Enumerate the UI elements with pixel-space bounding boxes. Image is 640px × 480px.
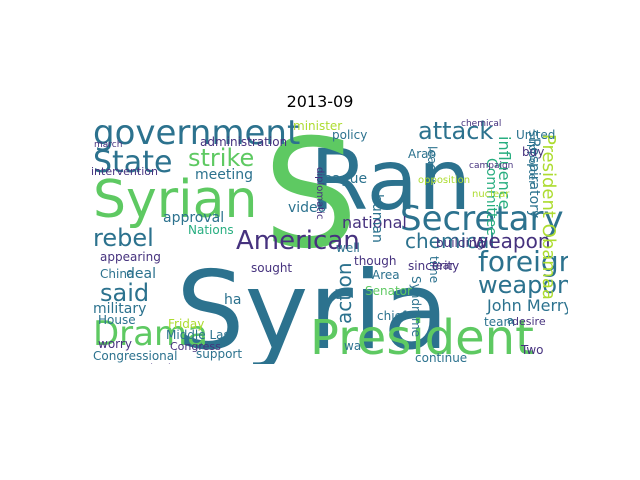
cloud-word: intervention	[91, 165, 158, 178]
cloud-word: Secretary	[400, 199, 564, 239]
cloud-word: rival	[145, 363, 171, 364]
cloud-word: continue	[415, 351, 468, 364]
cloud-word: weapon	[478, 271, 568, 299]
cloud-word: House	[98, 313, 136, 327]
cloud-word: human	[369, 194, 385, 243]
cloud-word: buy	[522, 145, 545, 159]
cloud-word: Congressional	[93, 349, 178, 363]
cloud-word: wa	[344, 339, 362, 353]
cloud-word: Nations	[188, 223, 234, 237]
cloud-word: State	[93, 145, 173, 180]
cloud-word: though	[354, 254, 397, 268]
cloud-word: appearing	[100, 250, 161, 264]
cloud-word: Syria	[176, 249, 450, 365]
cloud-word: well	[336, 241, 360, 255]
cloud-word: ha	[224, 292, 242, 308]
cloud-word: American	[236, 226, 360, 256]
cloud-word: China	[100, 267, 135, 281]
cloud-word: Senator	[365, 284, 412, 298]
cloud-word: nuclear	[472, 189, 510, 200]
cloud-word: national	[342, 213, 407, 232]
cloud-word: Syndrome	[409, 276, 423, 338]
cloud-word: video	[288, 200, 327, 216]
cloud-word: chief	[377, 309, 407, 323]
cloud-word: march	[94, 140, 123, 150]
cloud-word: meeting	[195, 167, 254, 183]
cloud-word: support	[196, 347, 243, 361]
cloud-word: deal	[126, 266, 156, 282]
cloud-word: strike	[188, 144, 255, 172]
cloud-word: League	[316, 171, 368, 187]
cloud-word: minister	[293, 119, 343, 133]
cloud-word: sincerity	[408, 259, 460, 273]
cloud-word: building	[436, 236, 485, 250]
cloud-word: action	[332, 262, 356, 324]
cloud-word: rebel	[93, 224, 154, 252]
cloud-word: Syrian	[93, 170, 258, 230]
cloud-word: John Merry	[487, 296, 568, 315]
cloud-word: Congress	[170, 340, 221, 353]
cloud-word: Arab	[408, 147, 437, 161]
cloud-word: government	[93, 116, 301, 153]
cloud-word: said	[100, 279, 150, 307]
cloud-word: desire	[512, 315, 546, 328]
cloud-word: diplomatic	[314, 167, 325, 220]
cloud-word: worry	[98, 337, 132, 351]
cloud-word: chemical	[405, 229, 495, 253]
cloud-word: weapon	[472, 229, 551, 253]
cloud-word: a	[507, 314, 514, 327]
cloud-word: President	[310, 310, 534, 364]
cloud-word: administration	[200, 135, 288, 149]
cloud-word: campaign	[469, 161, 514, 171]
page-title: 2013-09	[286, 92, 354, 111]
cloud-word: team	[484, 315, 516, 329]
cloud-word: foreign	[478, 245, 568, 278]
cloud-word: sought	[251, 261, 293, 275]
cloud-word: Drama	[93, 314, 208, 354]
cloud-word: Two	[521, 343, 544, 357]
cloud-word: chemical	[461, 119, 502, 129]
cloud-word: opposition	[418, 175, 471, 186]
cloud-word: approval	[163, 210, 225, 226]
cloud-word: military	[93, 301, 147, 317]
cloud-word: S	[263, 116, 359, 282]
cloud-word: fear	[432, 259, 454, 272]
cloud-word: policy	[332, 128, 368, 142]
cloud-word: attack	[418, 117, 494, 145]
cloud-word: Middle Last	[166, 328, 235, 342]
cloud-word: Ran	[310, 131, 472, 229]
cloud-word: Friday	[168, 317, 205, 331]
cloud-word: Area	[372, 268, 400, 282]
cloud-word: United	[516, 128, 556, 142]
word-cloud: Syria Ran S President Syrian government Secret…	[88, 116, 568, 364]
